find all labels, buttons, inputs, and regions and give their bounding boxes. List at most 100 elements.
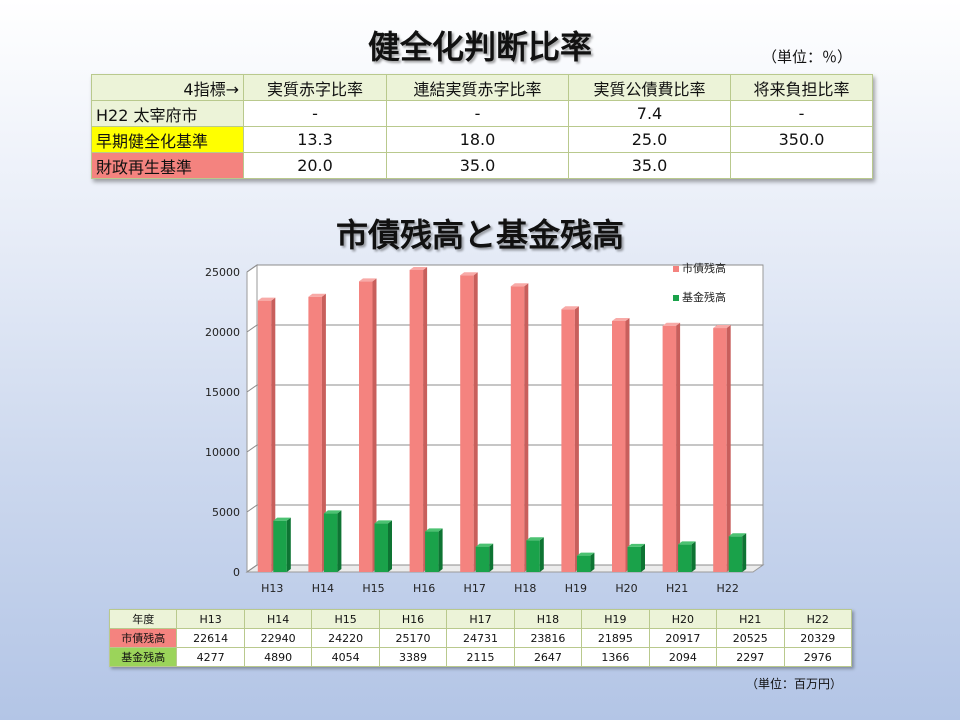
y-tick-label: 0 [233, 566, 240, 579]
y-tick-label: 5000 [212, 506, 240, 519]
bar [359, 281, 373, 572]
ratio-cell: - [243, 100, 387, 127]
x-tick-label: H20 [615, 582, 637, 595]
bar-side [574, 306, 579, 572]
data-table-value: 21895 [581, 628, 650, 648]
data-table-row-label: 基金残高 [108, 647, 178, 667]
bar-top [323, 510, 342, 514]
y-tick-label: 20000 [205, 326, 240, 339]
bar-top [359, 278, 377, 282]
data-table-year: H16 [378, 609, 448, 629]
data-table-value: 22940 [243, 628, 313, 648]
bar-top [627, 543, 645, 547]
bar-top [257, 297, 276, 301]
ratio-table: 4指標→ 実質赤字比率 連結実質赤字比率 実質公債費比率 将来負担比率 H22 … [91, 74, 873, 179]
bar-side [372, 278, 377, 572]
bar-top [526, 537, 544, 541]
ratio-header-cell: 実質赤字比率 [243, 74, 387, 101]
bar-side [742, 533, 747, 572]
x-tick-label: H18 [514, 582, 536, 595]
ratio-header-cell: 実質公債費比率 [568, 74, 731, 101]
data-table-value: 23816 [513, 628, 583, 648]
bar-top [678, 541, 696, 545]
bar [257, 300, 272, 572]
ratio-cell: 18.0 [386, 126, 569, 153]
bar-top [612, 317, 630, 321]
ratio-row-label: 早期健全化基準 [91, 126, 244, 153]
ratio-row: 財政再生基準 20.0 35.0 35.0 [91, 152, 873, 179]
bar [425, 531, 439, 572]
ratio-row: 早期健全化基準 13.3 18.0 25.0 350.0 [91, 126, 873, 153]
x-tick-label: H17 [464, 582, 486, 595]
gridline-side [246, 264, 258, 273]
y-tick-label: 10000 [205, 446, 240, 459]
x-tick-label: H14 [312, 582, 334, 595]
data-table-value: 4890 [243, 647, 313, 667]
bar [475, 546, 490, 572]
legend-label: 市債残高 [682, 261, 726, 275]
legend-swatch [673, 295, 679, 301]
bar-top [409, 266, 428, 270]
ratio-cell: - [730, 100, 873, 127]
bar-side [726, 325, 731, 572]
legend-swatch [673, 266, 679, 272]
bar-top [662, 322, 681, 326]
bar [323, 513, 338, 572]
ratio-cell: 35.0 [386, 152, 569, 179]
data-table-value: 20917 [648, 628, 718, 648]
data-table-value: 20525 [716, 628, 785, 648]
bar-top [460, 272, 478, 276]
ratio-title: 健全化判断比率 [367, 28, 592, 66]
gridline-side [246, 384, 258, 393]
ratio-header-row: 4指標→ 実質赤字比率 連結実質赤字比率 実質公債費比率 将来負担比率 [91, 74, 873, 101]
data-table-year: H22 [783, 609, 853, 629]
data-table-value: 24731 [446, 628, 515, 648]
ratio-cell: - [386, 100, 569, 127]
bar-side [691, 541, 696, 572]
bar-side [438, 528, 443, 572]
data-table-value: 2297 [716, 647, 785, 667]
gridline-side [246, 504, 258, 513]
legend-label: 基金残高 [682, 290, 726, 304]
ratio-cell: 35.0 [568, 152, 731, 179]
bar [273, 520, 287, 572]
x-tick-label: H15 [362, 582, 384, 595]
data-table-header-row: 年度 H13 H14 H15 H16 H17 H18 H19 H20 H21 H22 [108, 609, 853, 629]
y-tick-label: 15000 [205, 386, 240, 399]
bar-side [625, 317, 630, 572]
chart-side-wall [246, 264, 258, 573]
gridline-side [246, 564, 258, 573]
data-table-corner: 年度 [108, 609, 178, 629]
bar-side [539, 537, 544, 572]
ratio-cell: 7.4 [568, 100, 731, 127]
bar-side [676, 322, 681, 572]
bar [728, 536, 743, 572]
bar [576, 555, 591, 572]
ratio-row: H22 太宰府市 - - 7.4 - [91, 100, 873, 127]
bar [526, 540, 540, 572]
bar-top [576, 552, 595, 556]
data-table-value: 1366 [581, 647, 650, 667]
bar-top [728, 533, 747, 537]
bar-top [273, 517, 291, 521]
data-table-year: H19 [581, 609, 650, 629]
ratio-row-label: H22 太宰府市 [91, 100, 244, 127]
data-table-value: 4054 [311, 647, 380, 667]
gridline-side [246, 324, 258, 333]
bar-side [473, 272, 478, 572]
ratio-row-label: 財政再生基準 [91, 152, 244, 179]
y-tick-label: 25000 [205, 266, 240, 279]
ratio-unit-label: （単位：％） [762, 48, 853, 66]
bar [612, 320, 626, 572]
bar-side [590, 552, 595, 572]
bar-top [510, 283, 529, 287]
bar-side [388, 520, 392, 572]
ratio-cell: 350.0 [730, 126, 873, 153]
data-table-year: H13 [176, 609, 245, 629]
bar-top [374, 520, 392, 524]
gridline-side [246, 444, 258, 453]
bar [678, 544, 692, 572]
x-tick-label: H22 [717, 582, 739, 595]
data-table-value: 24220 [311, 628, 380, 648]
data-table-year: H17 [446, 609, 515, 629]
